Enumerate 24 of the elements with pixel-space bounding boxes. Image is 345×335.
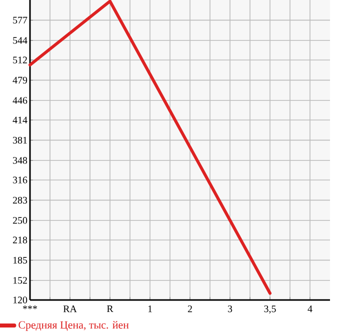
y-tick-label: 283 bbox=[12, 196, 28, 204]
y-tick-label: 250 bbox=[12, 217, 28, 224]
y-tick-label: 381 bbox=[13, 136, 27, 144]
y-tick-label: 512 bbox=[13, 56, 27, 64]
y-tick-label: 120 bbox=[13, 296, 28, 304]
y-tick-label: 577 bbox=[13, 16, 28, 24]
x-tick-label: 1 bbox=[148, 306, 152, 312]
x-tick-label: 4 bbox=[308, 306, 312, 312]
y-tick-label: 185 bbox=[13, 256, 28, 264]
y-tick-label: 218 bbox=[12, 236, 28, 244]
x-tick-label: 2 bbox=[188, 306, 192, 312]
x-tick-label: *** bbox=[23, 306, 37, 310]
x-tick-label: RA bbox=[63, 306, 77, 312]
legend-label: Средняя Цена, тыс. йен bbox=[18, 321, 129, 331]
y-tick-label: 414 bbox=[12, 116, 28, 124]
y-tick-label: 316 bbox=[13, 176, 28, 184]
y-tick-label: 479 bbox=[12, 76, 28, 84]
x-tick-label: R bbox=[106, 306, 114, 312]
y-tick-label: 544 bbox=[13, 37, 28, 44]
y-tick-label: 152 bbox=[13, 277, 27, 284]
y-tick-label: 446 bbox=[12, 97, 28, 104]
x-tick-label: 3 bbox=[228, 306, 232, 312]
x-tick-label: 3,5 bbox=[264, 306, 276, 314]
y-tick-label: 348 bbox=[13, 157, 28, 164]
